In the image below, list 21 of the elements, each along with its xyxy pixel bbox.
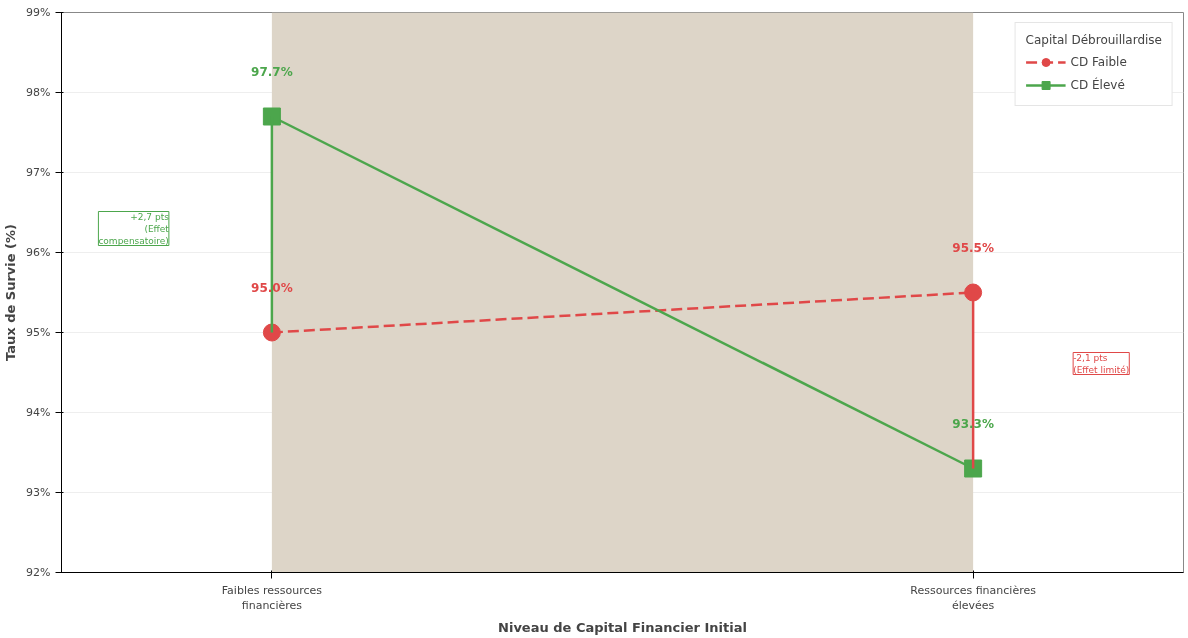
- x-axis-title: Niveau de Capital Financier Initial: [498, 620, 747, 636]
- y-tick-label: 96%: [26, 246, 51, 259]
- y-tick-label: 97%: [26, 166, 51, 179]
- point: [964, 283, 983, 302]
- y-tick-label: 95%: [26, 326, 51, 339]
- y-tick-label: 94%: [26, 406, 51, 419]
- x-tick-label: Ressources financières élevées: [910, 583, 1037, 613]
- y-tick-label: 98%: [26, 86, 51, 99]
- legend-title: Capital Débrouillardise: [1025, 33, 1162, 47]
- point: [964, 459, 983, 478]
- data-label: 95.5%: [952, 240, 994, 255]
- point: [262, 107, 281, 126]
- point: [262, 323, 281, 342]
- y-tick-label: 92%: [26, 566, 51, 579]
- data-label: 97.7%: [251, 64, 293, 79]
- x-tick-label: Faibles ressources financières: [221, 583, 323, 613]
- legend-label: CD Faible: [1070, 55, 1127, 69]
- legend-label: CD Élevé: [1070, 78, 1125, 92]
- y-tick-label: 93%: [26, 486, 51, 499]
- y-axis-title: Taux de Survie (%): [3, 223, 19, 361]
- y-tick-label: 99%: [26, 6, 51, 19]
